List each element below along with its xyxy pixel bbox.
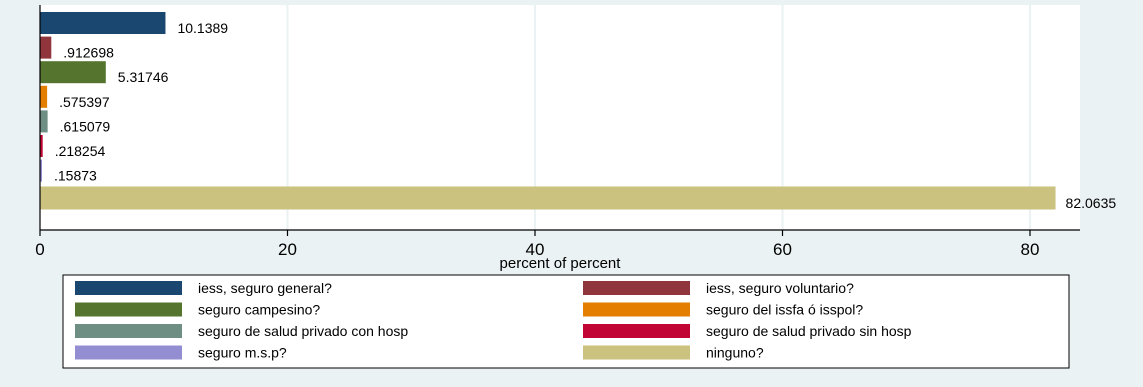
legend-swatch-8 (583, 345, 690, 360)
bar-value-label-1: 10.1389 (177, 20, 228, 36)
bar-5 (40, 110, 48, 133)
legend-swatch-3 (75, 302, 182, 317)
legend-swatch-1 (75, 281, 182, 295)
bar-value-label-6: .218254 (55, 143, 106, 159)
x-tick-label-0: 0 (35, 240, 44, 259)
bar-value-label-7: .15873 (54, 168, 97, 184)
bar-4 (40, 85, 48, 108)
bar-2 (40, 36, 52, 59)
legend-swatch-2 (583, 281, 690, 295)
legend-label-1: iess, seguro general? (198, 280, 332, 296)
bar-value-label-5: .615079 (60, 118, 111, 134)
x-axis: 0 20 40 60 80 (35, 5, 1080, 259)
legend-swatch-7 (75, 345, 182, 360)
legend-label-2: iess, seguro voluntario? (706, 280, 854, 296)
legend-label-5: seguro de salud privado con hosp (198, 323, 408, 339)
legend-swatch-6 (583, 324, 690, 338)
bar-7 (40, 159, 42, 182)
legend-swatch-5 (75, 324, 182, 338)
legend: iess, seguro general? iess, seguro volunt… (62, 274, 1070, 369)
x-axis-label: percent of percent (500, 255, 622, 272)
bar-3 (40, 61, 106, 84)
legend-label-7: seguro m.s.p? (198, 345, 287, 361)
x-tick-label-40: 40 (526, 240, 545, 259)
x-tick-label-60: 60 (773, 240, 792, 259)
bar-1 (40, 12, 166, 34)
bar-value-label-8: 82.0635 (1066, 195, 1117, 211)
bar-8 (40, 186, 1056, 210)
legend-swatch-4 (583, 302, 690, 317)
x-tick-label-80: 80 (1021, 240, 1040, 259)
bar-6 (40, 135, 43, 157)
bar-value-label-4: .575397 (59, 94, 110, 110)
legend-box (62, 274, 1070, 369)
legend-label-3: seguro campesino? (198, 302, 320, 318)
legend-label-4: seguro del issfa ó isspol? (706, 302, 863, 318)
bars (40, 12, 1056, 210)
legend-label-6: seguro de salud privado sin hosp (706, 323, 912, 339)
legend-label-8: ninguno? (706, 345, 764, 361)
bar-value-label-3: 5.31746 (118, 69, 169, 85)
bar-value-label-2: .912698 (63, 45, 114, 61)
x-tick-label-20: 20 (278, 240, 297, 259)
legend-items: iess, seguro general? iess, seguro volunt… (75, 280, 912, 361)
